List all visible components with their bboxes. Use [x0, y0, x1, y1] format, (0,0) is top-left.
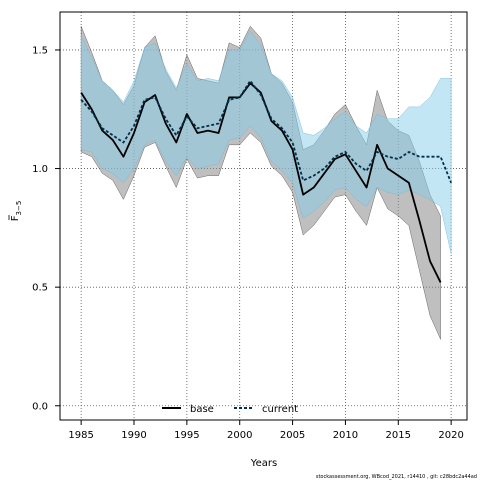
x-tick-label: 1995	[174, 430, 199, 441]
x-tick-label: 1990	[121, 430, 146, 441]
plot-frame	[59, 11, 468, 421]
svg-text:F3−5: F3−5	[10, 201, 23, 222]
x-tick-label: 1985	[68, 430, 93, 441]
x-tick-label: 2010	[333, 430, 358, 441]
line-base	[80, 82, 442, 283]
y-axis-title: F3−5	[8, 201, 23, 222]
confidence-bands	[80, 25, 452, 340]
footer-credit: stockassessment.org, WBcod_2021, r14410 …	[316, 474, 477, 480]
y-axis-title-sub: 3−5	[15, 201, 23, 216]
y-axis: 0.0 0.5 1.0 1.5	[32, 45, 60, 412]
series-lines	[80, 79, 452, 283]
y-tick-label: 1.0	[32, 164, 48, 175]
band-current	[80, 30, 452, 255]
y-axis-title-main: F	[10, 215, 21, 221]
x-axis: 1985 1990 1995 2000 2005 2010 2015 2020	[68, 420, 464, 441]
y-tick-label: 0.5	[32, 283, 48, 294]
legend-label-current: current	[262, 404, 298, 415]
legend-label-base: base	[190, 404, 214, 415]
x-tick-label: 2015	[386, 430, 411, 441]
y-tick-label: 0.0	[32, 401, 48, 412]
y-tick-label: 1.5	[32, 45, 48, 56]
x-axis-title: Years	[250, 458, 277, 469]
x-tick-label: 2020	[438, 430, 463, 441]
x-tick-label: 2000	[227, 430, 252, 441]
x-tick-label: 2005	[280, 430, 305, 441]
legend: base current	[162, 404, 298, 415]
